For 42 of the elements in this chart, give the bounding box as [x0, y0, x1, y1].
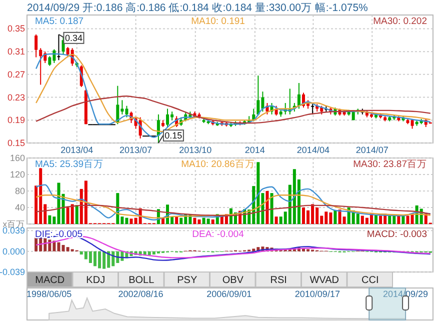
- y-tick-label: 0.039: [2, 226, 25, 236]
- text: MA30: 0.202: [373, 16, 427, 27]
- series-label: DEA: -0.004: [192, 229, 244, 240]
- text: PSY: [177, 275, 198, 286]
- chart-title: 2014/09/29 开:0.186 高:0.186 低:0.184 收:0.184 量:330.00万 幅:-1.075%: [27, 1, 368, 14]
- y-tick-label: 0.31: [7, 46, 25, 57]
- x-tick-label: 2013/04: [60, 145, 94, 155]
- text: MA10: 20.86百万: [181, 159, 255, 170]
- x-tick-label: 2014/04: [296, 145, 330, 155]
- y-tick-label: 0.15: [7, 138, 25, 148]
- x-tick-label: 2014: [244, 145, 265, 155]
- annotation: 0.34: [64, 32, 82, 43]
- y-tick-label: 160: [10, 153, 25, 163]
- x-tick-label: 2014/09/29: [383, 289, 428, 299]
- y-tick-label: 0.23: [7, 92, 25, 102]
- x-tick-label: 2006/09/01: [206, 289, 252, 299]
- text: BOLL: [128, 275, 155, 286]
- y-tick-label: 0.000: [2, 246, 25, 256]
- text: MACD: [35, 275, 65, 286]
- text: MA30: 23.87百万: [353, 159, 427, 170]
- y-tick-label: 120: [10, 170, 25, 180]
- x-tick-label: 2013/10: [179, 145, 212, 155]
- text: RSI: [270, 275, 287, 286]
- x-tick-label: 1998/06/05: [26, 289, 72, 299]
- x-tick-label: 2002/08/16: [118, 289, 164, 299]
- text: OBV: [222, 275, 244, 286]
- series-label: MACD: -0.003: [366, 229, 427, 240]
- y-tick-label: 0.27: [7, 69, 25, 80]
- text: MA10: 0.191: [191, 16, 245, 27]
- y-tick-label: 80: [14, 186, 25, 196]
- text: WVAD: [310, 275, 340, 286]
- text: CCI: [362, 275, 379, 286]
- y-tick-label: 0.35: [7, 24, 25, 34]
- text: KDJ: [86, 275, 106, 286]
- y-tick-label: 40: [14, 202, 25, 212]
- annotation: 0.15: [164, 130, 182, 140]
- y-tick-label: -0.039: [0, 267, 25, 277]
- x-tick-label: 2010/09/17: [294, 289, 340, 299]
- x-tick-label: 2014/07: [356, 145, 388, 155]
- y-tick-label: 0.19: [7, 115, 25, 126]
- text: MA5: 0.187: [35, 16, 84, 27]
- x-tick-label: 2013/07: [120, 145, 152, 155]
